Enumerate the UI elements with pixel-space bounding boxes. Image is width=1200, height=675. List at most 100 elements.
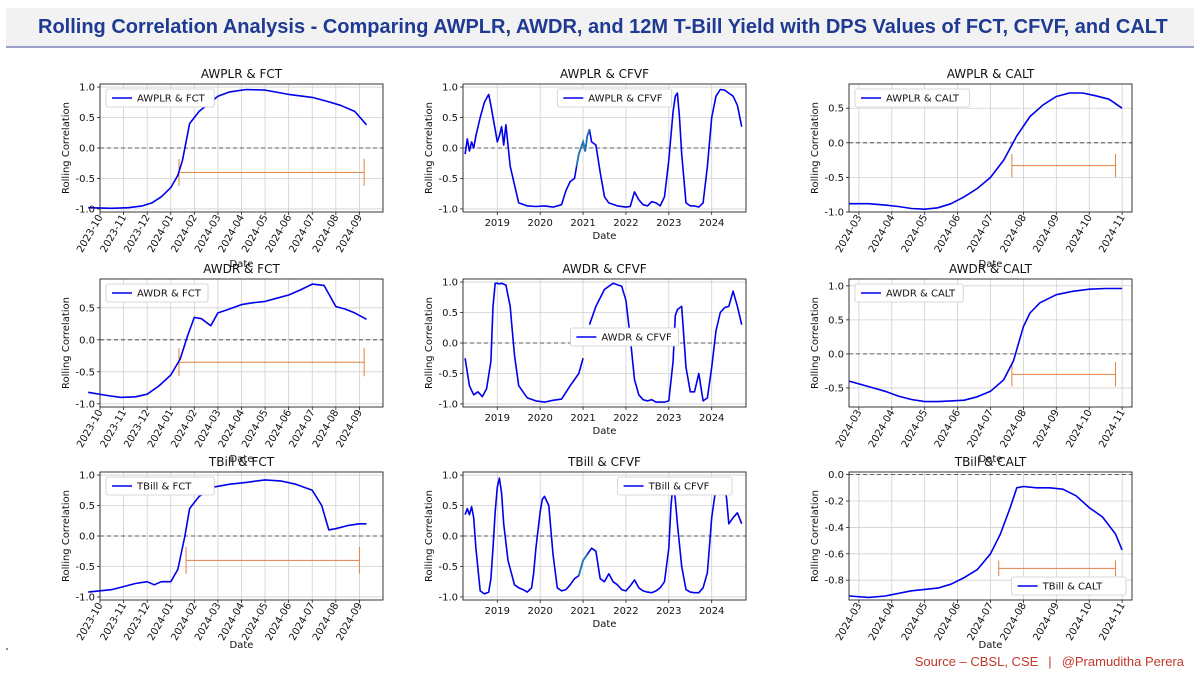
chart-5-series-line xyxy=(464,282,584,403)
chart-3-x-tick-label: 2024-05 xyxy=(900,213,930,255)
chart-9-y-tick-label: -0.4 xyxy=(824,523,844,534)
chart-8-x-axis-label: Date xyxy=(593,619,617,630)
chart-7-legend-label: TBill & FCT xyxy=(136,482,192,493)
chart-5-legend-box xyxy=(570,327,680,347)
chart-5-x-tick-label: 2022 xyxy=(613,413,638,424)
chart-4-legend-box xyxy=(105,283,209,303)
chart-8-x-tick-label: 2020 xyxy=(527,606,552,617)
chart-9-x-tick-label: 2024-09 xyxy=(1031,601,1061,643)
chart-2-y-tick-label: 1.0 xyxy=(442,83,458,94)
chart-9-x-tick-label: 2024-08 xyxy=(999,601,1029,643)
chart-4-y-tick-label: -0.5 xyxy=(75,367,95,378)
chart-8-highlight-segment xyxy=(577,553,589,576)
chart-9-x-tick-label: 2024-11 xyxy=(1097,601,1127,643)
chart-5-x-axis-label: Date xyxy=(593,426,617,437)
chart-2-x-tick-label: 2024 xyxy=(699,218,724,229)
chart-3-y-tick-label: -0.5 xyxy=(824,173,844,184)
chart-5-title: AWDR & CFVF xyxy=(562,262,646,276)
chart-2-y-axis-label: Rolling Correlation xyxy=(424,102,435,194)
chart-9-y-tick-label: -0.6 xyxy=(824,549,844,560)
chart-4-y-tick-label: 0.0 xyxy=(79,335,95,346)
chart-6-y-axis-label: Rolling Correlation xyxy=(810,297,821,389)
chart-5-y-tick-label: 1.0 xyxy=(442,278,458,289)
chart-3-x-tick-label: 2024-07 xyxy=(966,213,996,255)
chart-9-x-tick-label: 2024-06 xyxy=(933,601,963,643)
chart-6-legend-label: AWDR & CALT xyxy=(886,289,956,300)
footer-author: @Pramuditha Perera xyxy=(1061,654,1184,669)
chart-8-x-tick-label: 2021 xyxy=(570,606,595,617)
chart-3-x-tick-label: 2024-06 xyxy=(933,213,963,255)
chart-2-legend-label: AWPLR & CFVF xyxy=(588,94,662,105)
chart-4-series-line xyxy=(88,283,367,399)
chart-9-y-tick-label: 0.0 xyxy=(828,470,844,481)
chart-7-y-tick-label: 0.0 xyxy=(79,532,95,543)
chart-1-legend-box xyxy=(105,88,215,108)
chart-8-title: TBill & CFVF xyxy=(567,455,641,469)
chart-9-x-tick-label: 2024-10 xyxy=(1064,601,1094,643)
chart-3-y-axis-label: Rolling Correlation xyxy=(810,102,821,194)
chart-9-y-tick-label: -0.2 xyxy=(824,497,844,508)
chart-3-legend-label: AWPLR & CALT xyxy=(886,94,960,105)
chart-5-legend-label: AWDR & CFVF xyxy=(601,333,672,344)
chart-1-y-tick-label: 1.0 xyxy=(79,83,95,94)
chart-9-y-axis-label: Rolling Correlation xyxy=(810,490,821,582)
chart-8-x-tick-label: 2024 xyxy=(699,606,724,617)
chart-3-x-tick-label: 2024-10 xyxy=(1064,213,1094,255)
chart-6-x-tick-label: 2024-04 xyxy=(867,408,897,450)
chart-6-x-tick-label: 2024-06 xyxy=(933,408,963,450)
chart-5-y-tick-label: 0.5 xyxy=(442,308,458,319)
chart-3-y-tick-label: -1.0 xyxy=(824,208,844,219)
chart-2-x-tick-label: 2019 xyxy=(485,218,510,229)
chart-1-y-tick-label: 0.0 xyxy=(79,144,95,155)
chart-8-y-tick-label: -1.0 xyxy=(438,592,458,603)
chart-8-y-tick-label: -0.5 xyxy=(438,562,458,573)
chart-3-legend-box xyxy=(854,88,970,108)
chart-5-x-tick-label: 2019 xyxy=(485,413,510,424)
chart-7-title: TBill & FCT xyxy=(208,455,275,469)
chart-2-y-tick-label: -1.0 xyxy=(438,204,458,215)
chart-3-x-tick-label: 2024-03 xyxy=(834,213,864,255)
chart-5-y-axis-label: Rolling Correlation xyxy=(424,297,435,389)
chart-2-legend-box xyxy=(556,88,673,108)
chart-5-x-tick-label: 2021 xyxy=(570,413,595,424)
chart-7-y-axis-label: Rolling Correlation xyxy=(61,490,72,582)
chart-4-x-axis-label: Date xyxy=(230,454,254,465)
chart-6-x-tick-label: 2024-05 xyxy=(900,408,930,450)
chart-2-x-tick-label: 2023 xyxy=(656,218,681,229)
chart-9-title: TBill & CALT xyxy=(954,455,1027,469)
chart-8-x-tick-label: 2019 xyxy=(485,606,510,617)
chart-5-y-tick-label: 0.0 xyxy=(442,339,458,350)
chart-2-x-tick-label: 2021 xyxy=(570,218,595,229)
chart-4-y-tick-label: 0.5 xyxy=(79,303,95,314)
chart-3-x-tick-label: 2024-09 xyxy=(1031,213,1061,255)
chart-6-legend-box xyxy=(854,283,964,303)
chart-7-legend-box xyxy=(105,476,215,496)
chart-1-y-tick-label: -0.5 xyxy=(75,174,95,185)
chart-3-series-line xyxy=(849,92,1123,210)
chart-1-y-tick-label: 0.5 xyxy=(79,113,95,124)
chart-4-legend-label: AWDR & FCT xyxy=(137,289,202,300)
chart-9-x-tick-label: 2024-05 xyxy=(900,601,930,643)
chart-8-x-tick-label: 2022 xyxy=(613,606,638,617)
chart-6-x-tick-label: 2024-07 xyxy=(966,408,996,450)
chart-3-x-tick-label: 2024-11 xyxy=(1097,213,1127,255)
chart-2-highlight-segment xyxy=(575,129,591,167)
chart-6-y-tick-label: 0.0 xyxy=(828,349,844,360)
chart-6-x-tick-label: 2024-09 xyxy=(1031,408,1061,450)
chart-6-x-tick-label: 2024-08 xyxy=(999,408,1029,450)
chart-9-x-axis-label: Date xyxy=(979,640,1003,651)
chart-8-x-tick-label: 2023 xyxy=(656,606,681,617)
chart-1-series-line xyxy=(88,88,368,210)
chart-9-x-tick-label: 2024-07 xyxy=(966,601,996,643)
chart-8-y-tick-label: 0.5 xyxy=(442,501,458,512)
chart-2-x-tick-label: 2022 xyxy=(613,218,638,229)
chart-3-y-tick-label: 0.5 xyxy=(828,104,844,115)
chart-9-legend-box xyxy=(1011,576,1127,596)
chart-5-x-tick-label: 2020 xyxy=(527,413,552,424)
chart-3-x-tick-label: 2024-08 xyxy=(999,213,1029,255)
chart-2-y-tick-label: 0.0 xyxy=(442,144,458,155)
chart-6-y-tick-label: 1.0 xyxy=(828,281,844,292)
chart-6-x-tick-label: 2024-11 xyxy=(1097,408,1127,450)
chart-8-y-tick-label: 0.0 xyxy=(442,532,458,543)
